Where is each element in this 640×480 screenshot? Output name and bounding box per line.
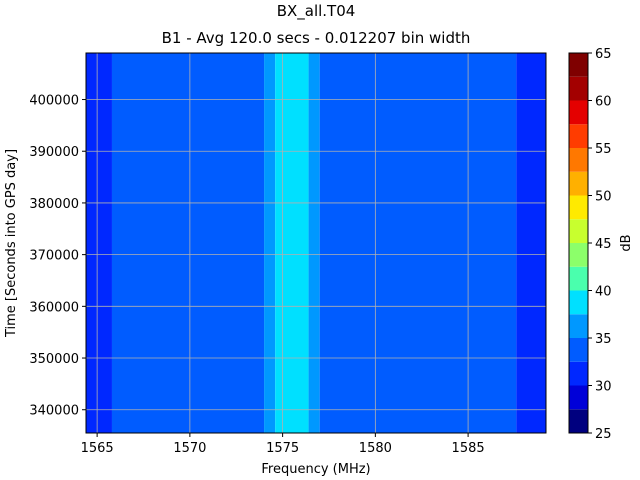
colorbar-segment-7	[569, 243, 588, 267]
colorbar-segment-2	[569, 361, 588, 386]
heatmap-band-0	[86, 53, 112, 433]
colorbar-tick-label-45: 45	[595, 237, 612, 252]
colorbar-tick-label-55: 55	[595, 142, 612, 157]
x-tick-label-1565: 1565	[81, 441, 114, 456]
colorbar-segment-8	[569, 219, 588, 243]
colorbar-tick-label-25: 25	[595, 427, 612, 442]
colorbar-segment-0	[569, 409, 588, 433]
y-tick-label-380000: 380000	[29, 197, 79, 212]
colorbar-segment-6	[569, 266, 588, 291]
colorbar-segment-1	[569, 385, 588, 410]
colorbar-segment-14	[569, 76, 588, 101]
colorbar-segment-15	[569, 53, 588, 77]
colorbar-label: dB	[619, 234, 634, 251]
colorbar-segment-5	[569, 290, 588, 315]
colorbar-tick-label-35: 35	[595, 332, 612, 347]
plot-area: 1565 1570 1575 1580 1585 340000 350000 360000 37…	[29, 52, 547, 456]
y-tick-label-340000: 340000	[29, 404, 79, 419]
x-tick-label-1570: 1570	[173, 441, 206, 456]
colorbar-tick-label-40: 40	[595, 285, 612, 300]
heatmap-band-2	[264, 53, 276, 433]
colorbar-segment-12	[569, 124, 588, 148]
colorbar-segment-10	[569, 171, 588, 196]
colorbar-segment-3	[569, 338, 588, 362]
colorbar-segment-13	[569, 100, 588, 125]
heatmap-band-6	[516, 53, 546, 433]
y-tick-label-390000: 390000	[29, 145, 79, 160]
chart-title: BX_all.T04	[276, 2, 356, 20]
colorbar-tick-label-65: 65	[595, 47, 612, 62]
colorbar-tick-label-50: 50	[595, 190, 612, 205]
heatmap-band-1	[111, 53, 265, 433]
x-tick-label-1575: 1575	[266, 441, 299, 456]
plot-frame	[85, 52, 547, 434]
y-tick-label-350000: 350000	[29, 352, 79, 367]
x-tick-label-1580: 1580	[359, 441, 392, 456]
heatmap-band-3	[275, 53, 309, 433]
colorbar-tick-label-60: 60	[595, 95, 612, 110]
y-tick-label-400000: 400000	[29, 94, 79, 109]
colorbar: 25 30 35 40 45 50 55 60 65	[568, 47, 612, 442]
colorbar-segment-4	[569, 314, 588, 338]
colorbar-tick-label-30: 30	[595, 380, 612, 395]
chart-subtitle: B1 - Avg 120.0 secs - 0.012207 bin width	[161, 29, 471, 47]
y-axis-label: Time [Seconds into GPS day]	[4, 149, 19, 338]
colorbar-segment-11	[569, 148, 588, 172]
x-axis-label: Frequency (MHz)	[261, 462, 370, 477]
y-tick-label-360000: 360000	[29, 300, 79, 315]
x-tick-label-1585: 1585	[452, 441, 485, 456]
heatmap-band-5	[319, 53, 517, 433]
colorbar-segment-9	[569, 195, 588, 220]
heatmap-band-4	[308, 53, 320, 433]
y-tick-label-370000: 370000	[29, 249, 79, 264]
